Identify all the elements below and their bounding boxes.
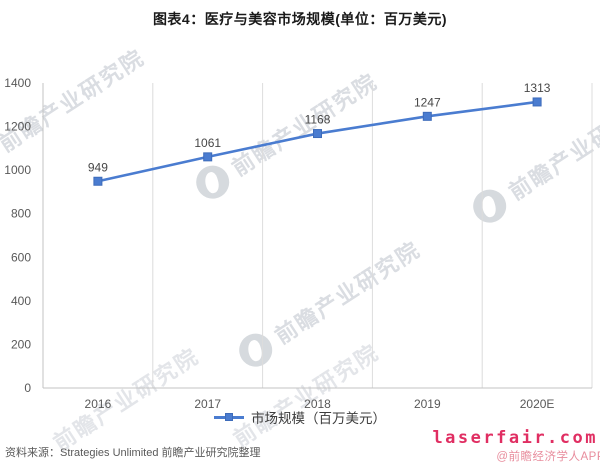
- y-tick-label: 0: [24, 381, 31, 395]
- x-tick-label: 2018: [304, 397, 331, 411]
- y-tick-label: 800: [11, 207, 31, 221]
- y-tick-label: 1000: [4, 163, 31, 177]
- data-label: 1061: [194, 136, 221, 150]
- chart-title: 图表4：医疗与美容市场规模(单位：百万美元): [152, 11, 448, 27]
- data-label: 1313: [524, 81, 551, 95]
- legend-label: 市场规模（百万美元）: [251, 411, 386, 426]
- data-label: 1247: [414, 95, 441, 109]
- data-point-marker: [93, 176, 103, 186]
- y-tick-label: 400: [11, 294, 31, 308]
- y-tick-label: 600: [11, 250, 31, 264]
- data-point-marker: [313, 129, 322, 139]
- data-point-marker: [203, 152, 213, 162]
- x-tick-label: 2016: [85, 397, 112, 411]
- data-point-marker: [532, 97, 542, 107]
- y-tick-label: 1400: [4, 76, 31, 90]
- x-tick-label: 2019: [414, 397, 441, 411]
- data-label: 1168: [305, 113, 331, 127]
- y-tick-label: 200: [11, 337, 31, 351]
- data-point-marker: [422, 111, 432, 121]
- x-tick-label: 2017: [194, 397, 221, 411]
- credit-text: @前瞻经济学人APP: [496, 451, 600, 463]
- source-text: 资料来源：Strategies Unlimited 前瞻产业研究院整理: [5, 447, 261, 459]
- data-label: 949: [88, 160, 108, 174]
- legend-square-marker-icon: [225, 412, 233, 421]
- chart-legend: 市场规模（百万美元）: [0, 407, 600, 427]
- legend-line-marker-icon: [214, 412, 244, 421]
- x-tick-label: 2020E: [520, 397, 555, 411]
- y-tick-label: 1200: [4, 120, 31, 134]
- website-watermark: laserfair.com: [432, 428, 598, 448]
